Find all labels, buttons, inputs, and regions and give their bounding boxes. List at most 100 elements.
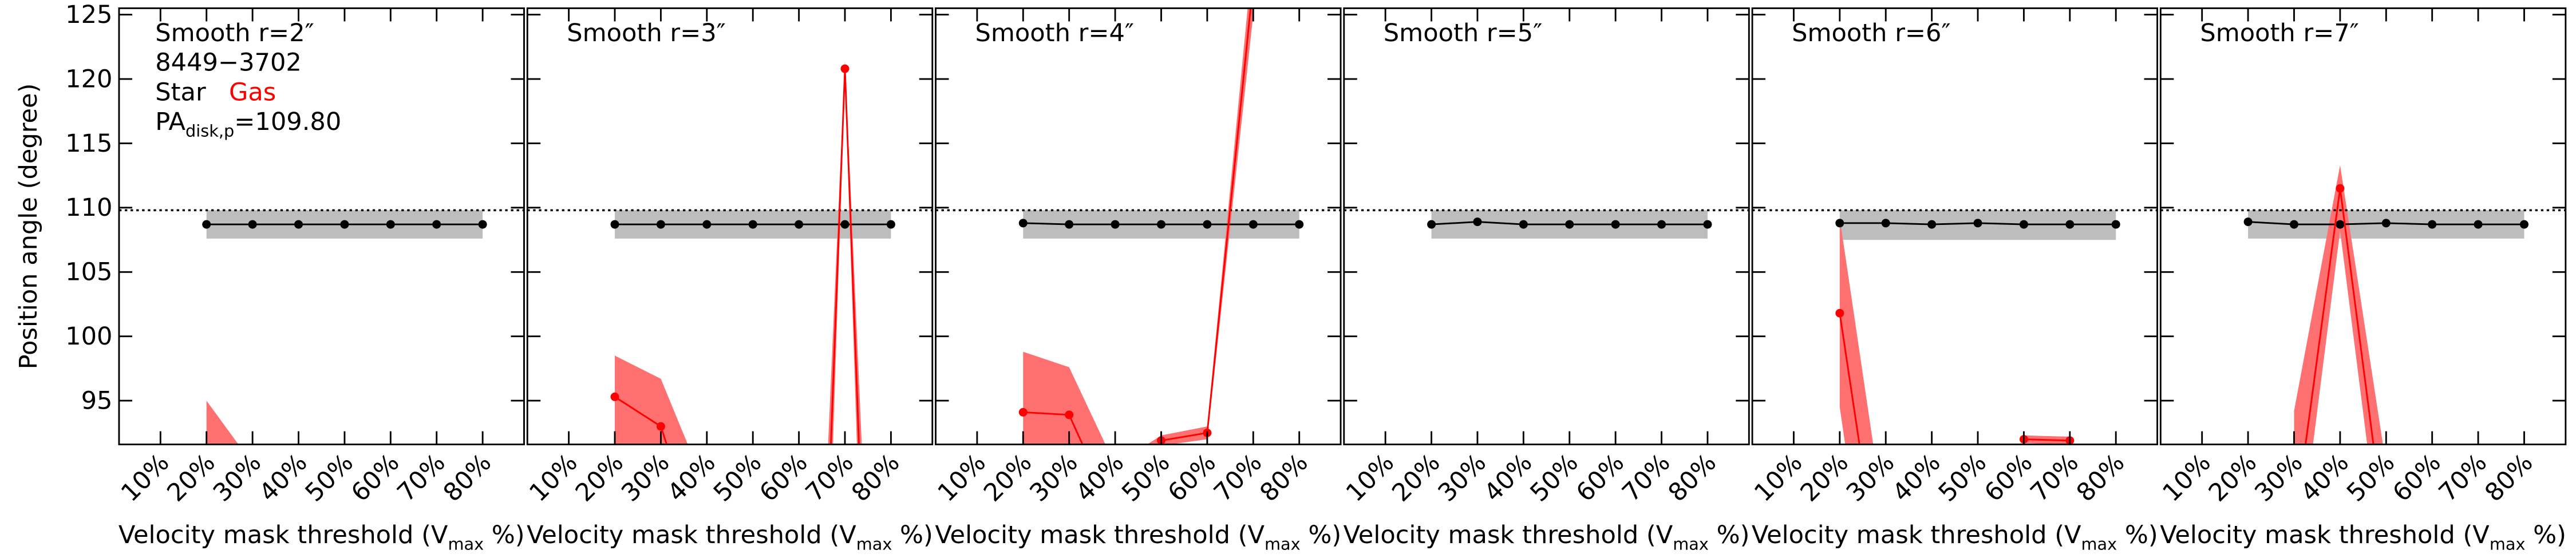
data-point xyxy=(248,220,257,229)
x-tick-label: 80% xyxy=(2479,448,2538,507)
x-axis-label: Velocity mask threshold (Vmax %) xyxy=(118,521,525,554)
data-point xyxy=(2019,220,2028,229)
data-point xyxy=(840,220,850,229)
x-tick-label: 50% xyxy=(708,448,767,507)
x-tick-label: 10% xyxy=(933,448,991,507)
pa-sub: disk,p xyxy=(185,121,234,141)
x-label-sub: max xyxy=(1673,535,1709,554)
panel: 95 100 105 110 115 120 125 10%20%30%40%50%60%70… xyxy=(14,1,525,554)
galaxy-id: 8449−3702 xyxy=(155,49,302,77)
x-tick-label: 30% xyxy=(616,448,675,507)
x-label-sub: max xyxy=(1265,535,1301,554)
x-tick-label: 20% xyxy=(162,448,221,507)
data-point xyxy=(2474,220,2483,229)
x-axis-label: Velocity mask threshold (Vmax %) xyxy=(2160,521,2566,554)
data-point xyxy=(2243,217,2253,227)
x-tick-label: 70% xyxy=(1208,448,1267,507)
data-point xyxy=(656,220,665,229)
y-tick-label: 115 xyxy=(65,129,112,158)
x-tick-label: 40% xyxy=(254,448,313,507)
y-tick-label: 110 xyxy=(65,193,112,222)
x-tick-label: 70% xyxy=(2025,448,2084,507)
x-tick-label: 40% xyxy=(662,448,721,507)
x-label-text: %) xyxy=(1709,521,1750,549)
error-band xyxy=(1839,217,1874,445)
data-point xyxy=(1835,308,1844,318)
data-point xyxy=(1703,220,1712,229)
y-tick-label: 100 xyxy=(65,322,112,351)
data-point xyxy=(886,220,895,229)
pa-annotation: PAdisk,p=109.80 xyxy=(155,108,341,141)
x-tick-label: 30% xyxy=(2249,448,2308,507)
y-tick-label: 105 xyxy=(65,258,112,287)
data-point xyxy=(1065,220,1074,229)
x-tick-label: 50% xyxy=(1116,448,1175,507)
error-band xyxy=(614,355,688,445)
data-point xyxy=(1611,220,1620,229)
data-point xyxy=(1111,512,1120,521)
data-point xyxy=(610,220,619,229)
data-point xyxy=(1065,410,1074,420)
panel: 10%20%30%40%50%60%70%80% Velocity mask th… xyxy=(524,7,934,554)
error-band xyxy=(1023,8,1254,445)
x-label-text: Velocity mask threshold (V xyxy=(935,521,1265,549)
data-point xyxy=(1927,220,1937,229)
data-point xyxy=(340,220,349,229)
data-point xyxy=(1657,220,1666,229)
data-point xyxy=(432,220,441,229)
x-tick-label: 50% xyxy=(1525,448,1584,507)
x-tick-label: 40% xyxy=(1887,448,1946,507)
panel-title: Smooth r=3″ xyxy=(567,19,726,48)
pa-label: PA xyxy=(155,108,185,136)
panel: 10%20%30%40%50%60%70%80% Velocity mask th… xyxy=(1341,7,1750,554)
plot-area xyxy=(1752,209,2158,445)
panel: 10%20%30%40%50%60%70%80% Velocity mask th… xyxy=(933,7,1342,554)
x-label-text: Velocity mask threshold (V xyxy=(2160,521,2490,549)
x-label-sub: max xyxy=(2490,535,2526,554)
data-point xyxy=(840,64,850,73)
legend-entry: Star xyxy=(155,78,206,106)
y-tick-label: 95 xyxy=(81,386,113,415)
data-point xyxy=(1018,407,1028,417)
x-label-text: %) xyxy=(2525,521,2566,549)
plot-frame xyxy=(1751,7,2159,445)
x-tick-label: 10% xyxy=(524,448,583,507)
data-point xyxy=(1111,220,1120,229)
x-tick-label: 20% xyxy=(1795,448,1854,507)
data-point xyxy=(1519,220,1528,229)
data-point xyxy=(795,220,804,229)
x-tick-label: 60% xyxy=(2388,448,2447,507)
x-tick-label: 40% xyxy=(2296,448,2354,507)
x-label-text: Velocity mask threshold (V xyxy=(118,521,448,549)
x-label-text: %) xyxy=(1301,521,1342,549)
data-point xyxy=(1427,220,1436,229)
data-point xyxy=(2520,220,2528,229)
data-point xyxy=(702,220,712,229)
x-axis-label: Velocity mask threshold (Vmax %) xyxy=(1752,521,2158,554)
plot-area xyxy=(527,61,933,445)
x-tick-label: 60% xyxy=(346,448,405,507)
data-point xyxy=(1249,220,1258,229)
plot-frame xyxy=(935,7,1342,445)
data-point xyxy=(1473,217,1482,227)
x-tick-label: 70% xyxy=(392,448,451,507)
x-tick-label: 10% xyxy=(1341,448,1400,507)
x-tick-label: 40% xyxy=(1070,448,1129,507)
plot-area xyxy=(2160,165,2566,445)
error-band xyxy=(828,61,862,445)
x-tick-label: 30% xyxy=(1025,448,1084,507)
x-tick-label: 70% xyxy=(1617,448,1676,507)
x-tick-label: 10% xyxy=(2158,448,2217,507)
data-point xyxy=(1973,219,1982,228)
plot-frame xyxy=(1343,7,1750,445)
data-point xyxy=(1295,220,1304,229)
legend-entry: Gas xyxy=(229,78,276,106)
x-tick-label: 80% xyxy=(438,448,497,507)
plot-frame xyxy=(2159,7,2567,445)
panel-title: Smooth r=7″ xyxy=(2200,19,2359,48)
x-tick-label: 30% xyxy=(208,448,267,507)
x-tick-label: 60% xyxy=(1163,448,1222,507)
x-label-text: Velocity mask threshold (V xyxy=(1344,521,1673,549)
series-line xyxy=(2024,438,2070,442)
